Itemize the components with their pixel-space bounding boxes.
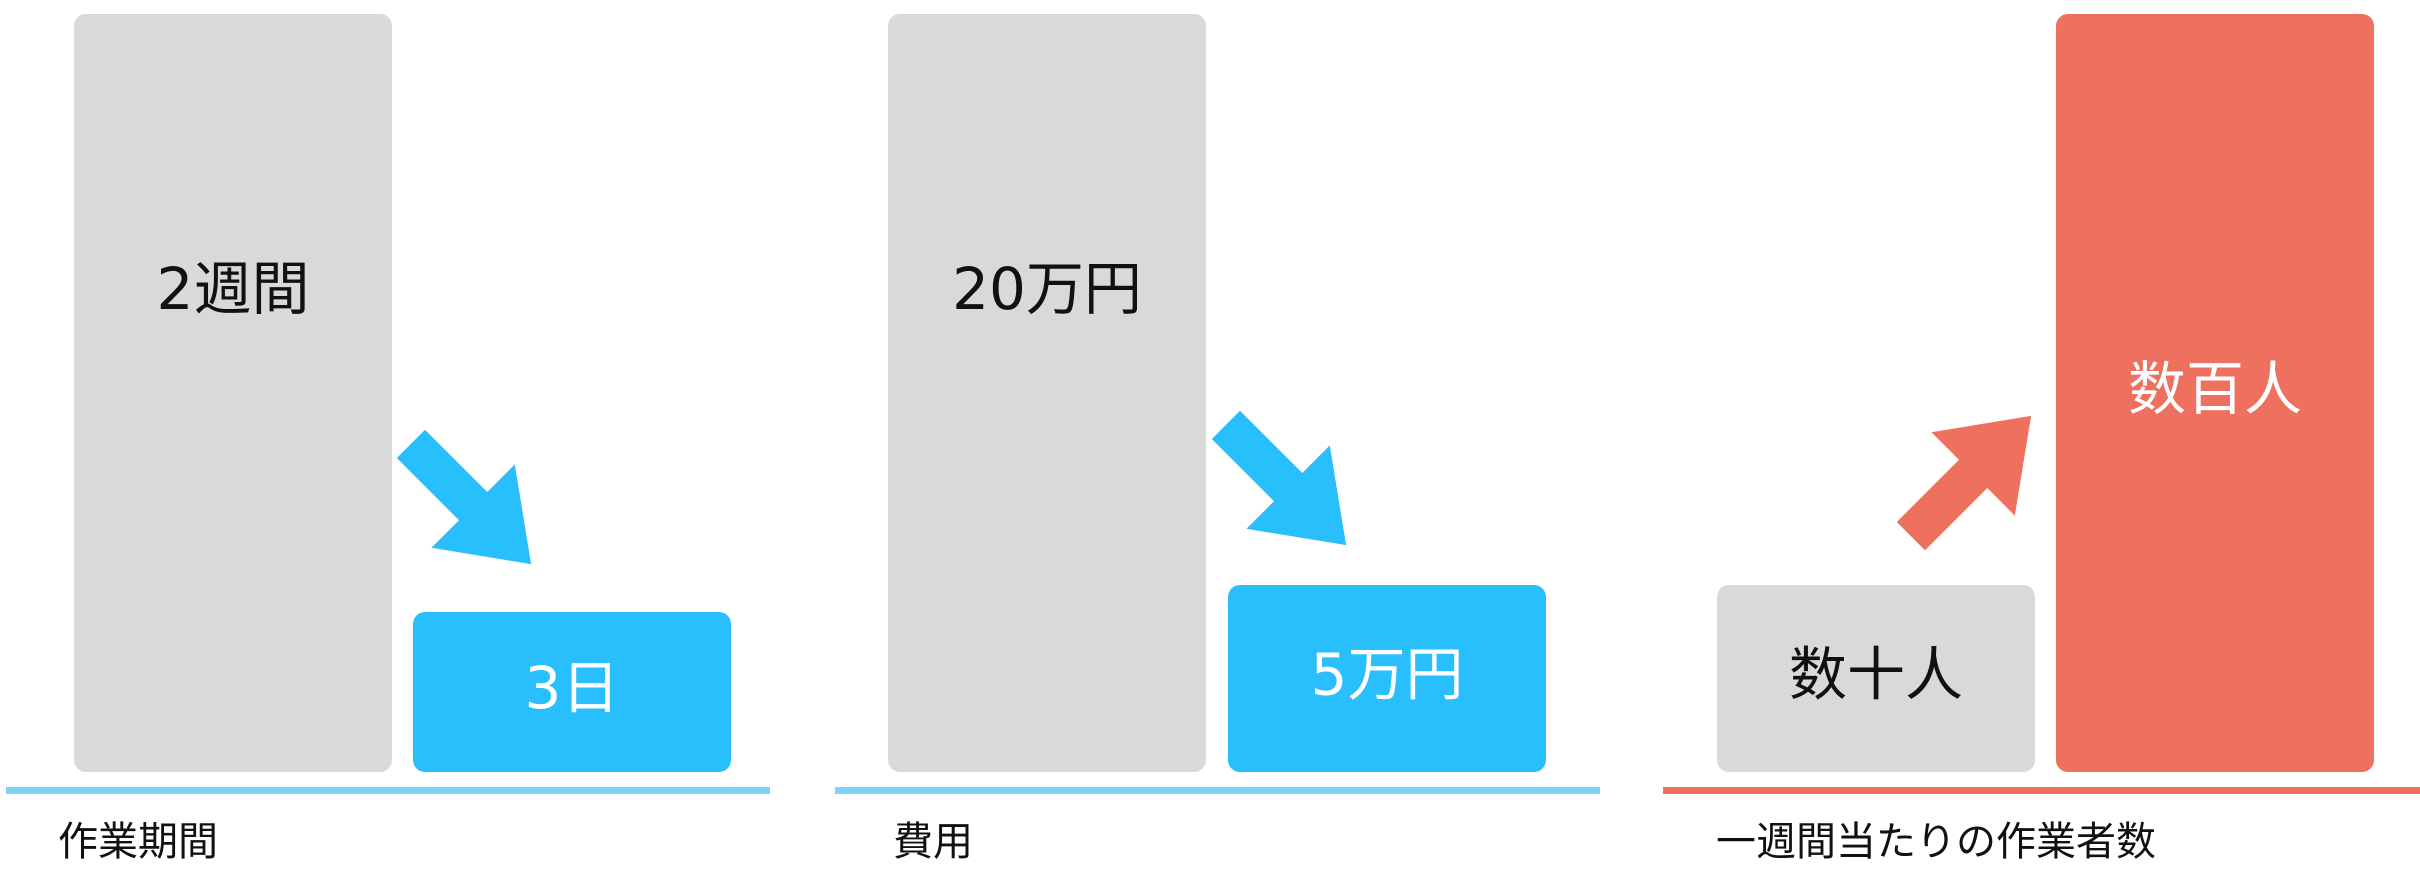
group-label: 作業期間 <box>58 819 218 865</box>
bar-before <box>74 14 392 772</box>
bar-after <box>2056 14 2374 772</box>
panel-workers-per-week: 数十人 数百人 一週間当たりの作業者数 <box>1663 14 2420 865</box>
panel-cost: 20万円 5万円 費用 <box>835 14 1600 865</box>
bar-after-label: 数百人 <box>2128 355 2302 423</box>
bar-before-label: 2週間 <box>157 255 310 323</box>
arrow-down-icon <box>396 429 532 565</box>
bar-before <box>888 14 1206 772</box>
group-label: 費用 <box>893 819 973 865</box>
bar-before <box>1717 585 2035 772</box>
panel-work-period: 2週間 3日 作業期間 <box>6 14 770 865</box>
bar-before-label: 数十人 <box>1789 641 1963 709</box>
baseline <box>835 787 1600 794</box>
bar-before-label: 20万円 <box>952 255 1142 323</box>
bar-after <box>1228 585 1546 772</box>
arrow-down-icon <box>1211 410 1347 546</box>
baseline <box>6 787 770 794</box>
arrow-up-icon <box>1896 415 2032 551</box>
bar-after-label: 5万円 <box>1311 641 1464 709</box>
bar-after-label: 3日 <box>525 654 620 722</box>
baseline <box>1663 787 2420 794</box>
group-label: 一週間当たりの作業者数 <box>1716 819 2156 865</box>
bar-after <box>413 612 731 772</box>
